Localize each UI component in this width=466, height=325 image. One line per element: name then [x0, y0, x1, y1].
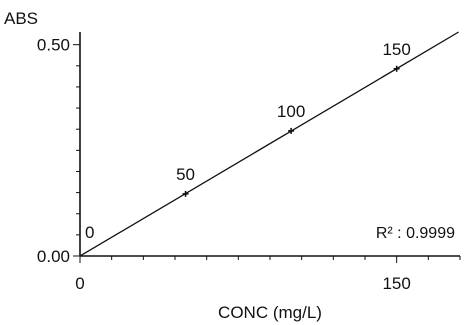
- data-point-label: 150: [382, 40, 410, 59]
- axis-ticks: [73, 44, 461, 263]
- data-point-label: 100: [277, 102, 305, 121]
- x-tick-label: 150: [382, 274, 410, 293]
- x-axis-label: CONC (mg/L): [218, 303, 322, 322]
- data-point: [393, 65, 400, 72]
- data-point: [288, 127, 295, 134]
- y-axis-label: ABS: [4, 9, 38, 28]
- data-point: [182, 190, 189, 197]
- data-point-labels: 0 50 100 150: [85, 40, 411, 242]
- regression-line: [79, 31, 459, 257]
- x-tick-label: 0: [75, 274, 84, 293]
- data-points: [182, 65, 400, 197]
- data-point-label: 50: [176, 165, 195, 184]
- r-squared-annotation: R² : 0.9999: [376, 225, 455, 242]
- tick-labels: 0.00 0.50 0 150: [37, 36, 411, 293]
- y-tick-label: 0.50: [37, 36, 70, 55]
- data-point-label: 0: [85, 223, 94, 242]
- y-tick-label: 0.00: [37, 247, 70, 266]
